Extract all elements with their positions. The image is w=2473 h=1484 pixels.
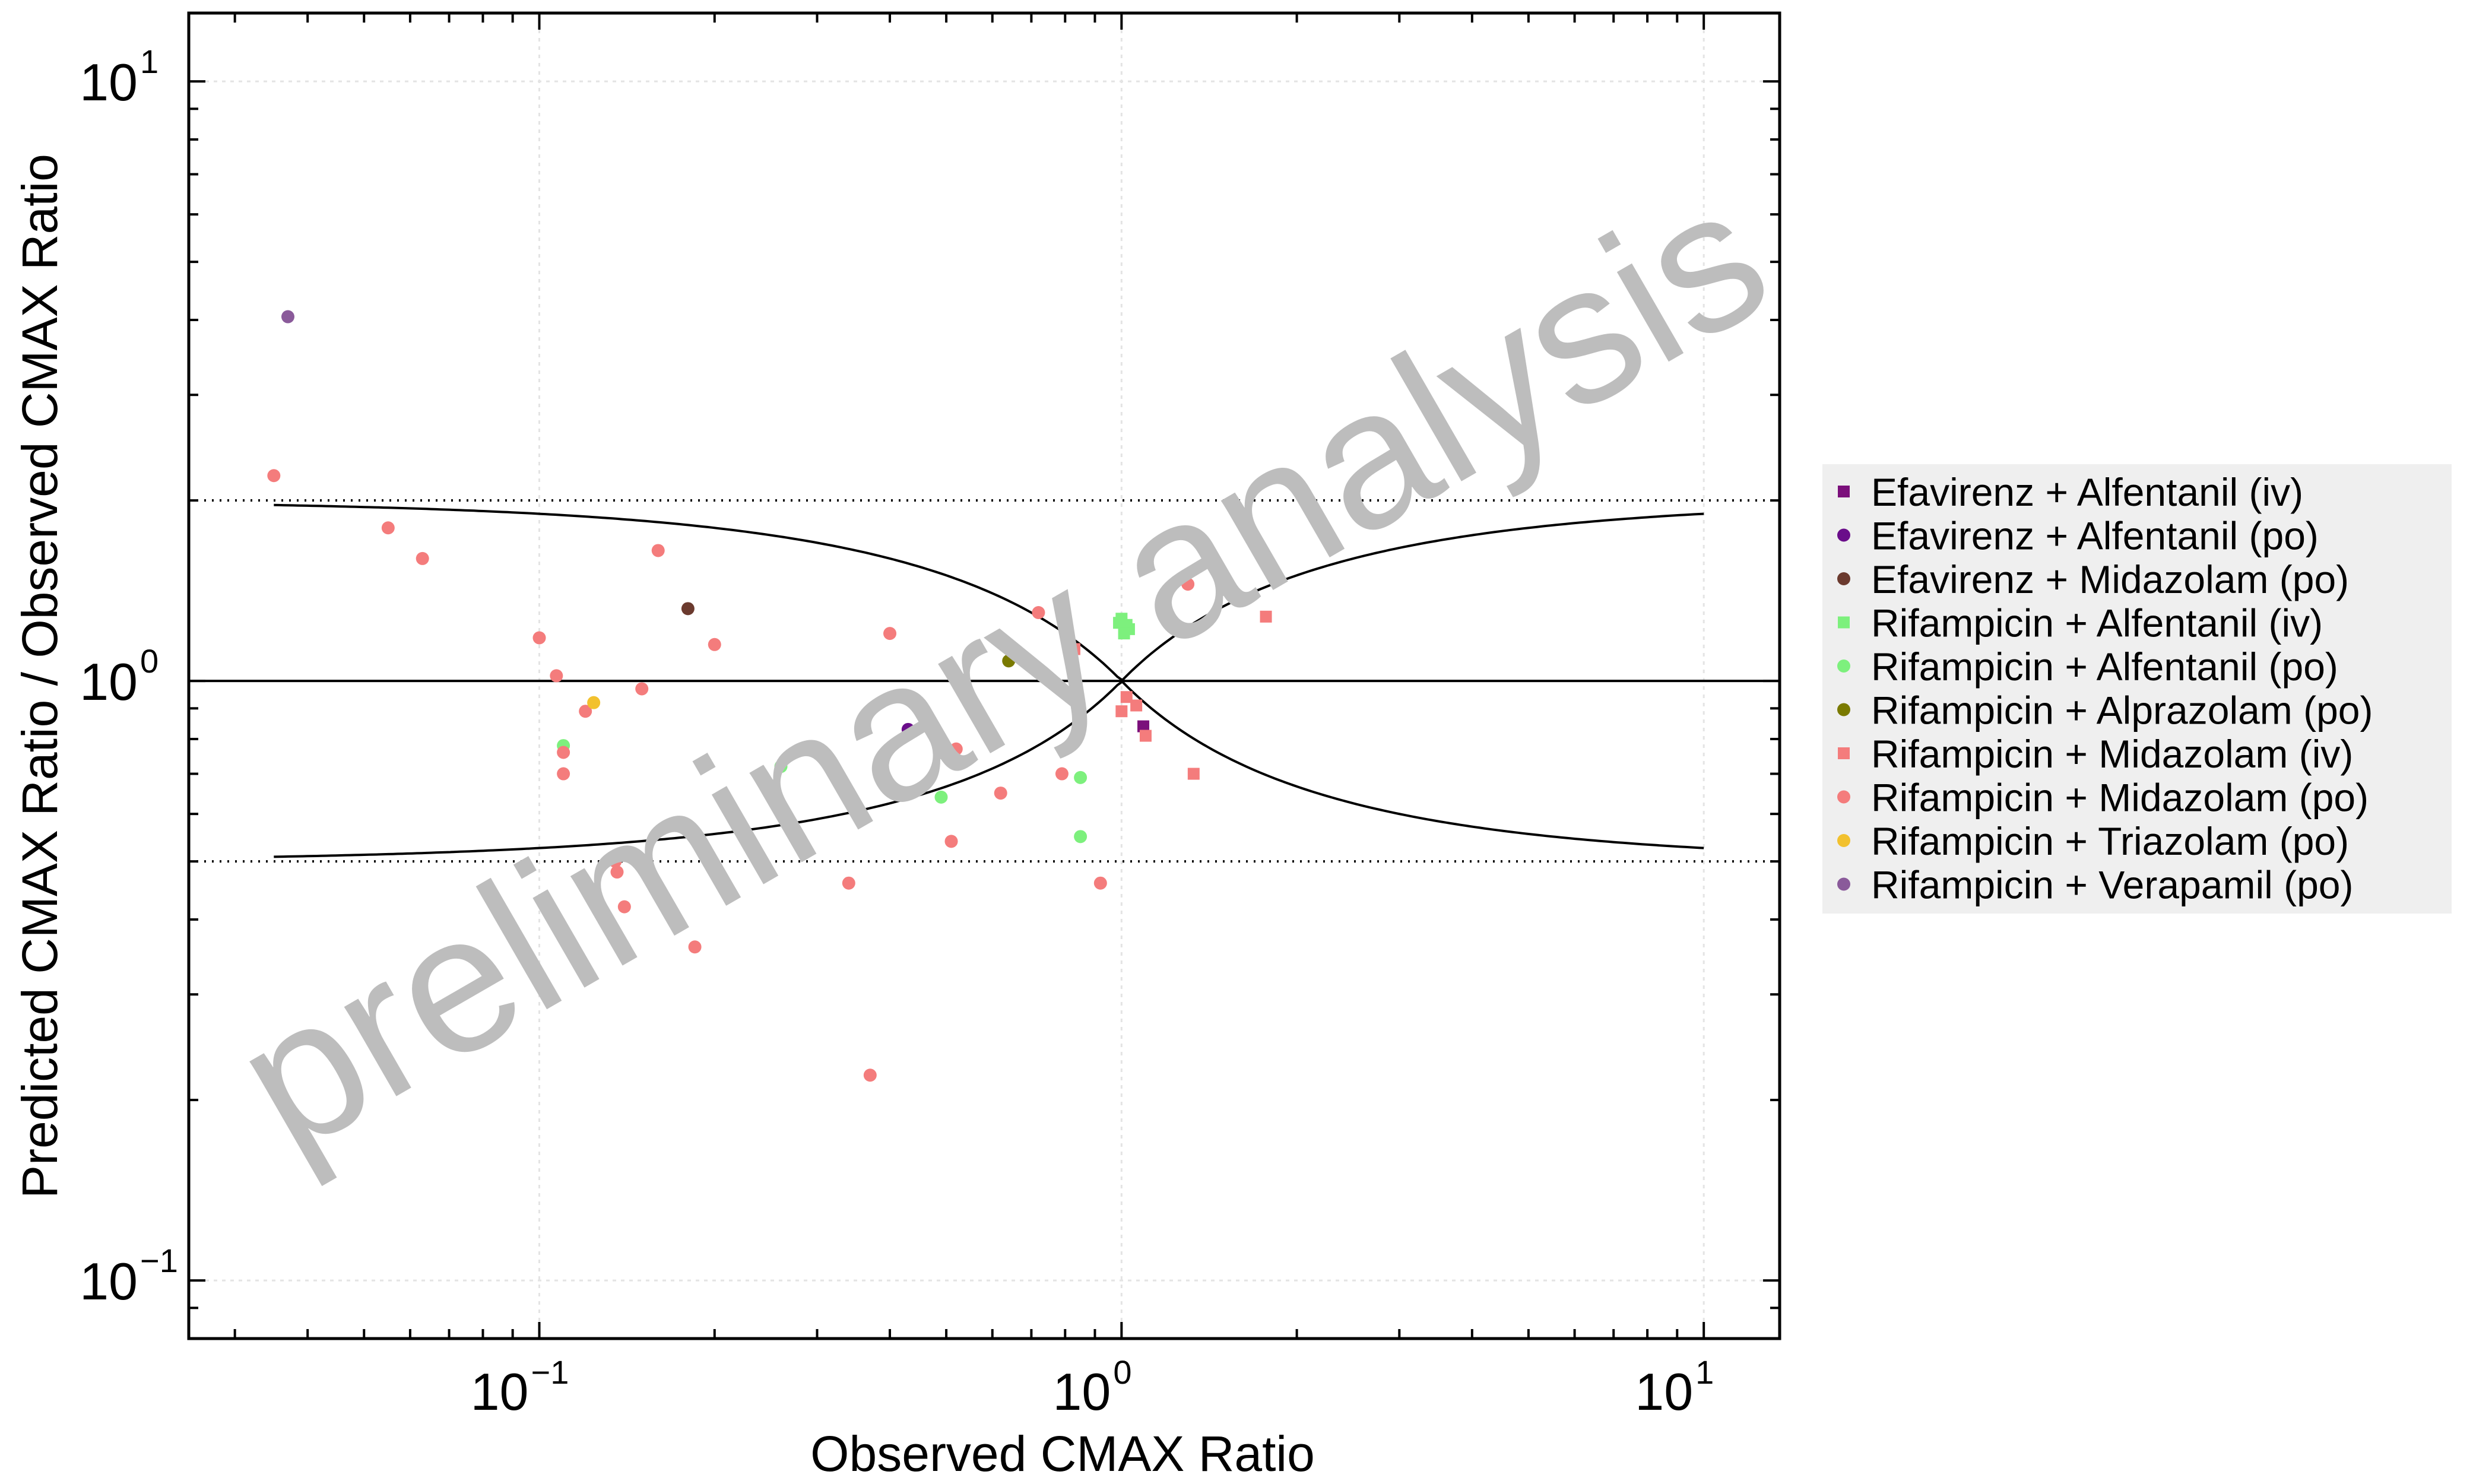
data-point bbox=[1068, 643, 1080, 655]
data-point bbox=[774, 760, 788, 773]
data-point bbox=[1002, 654, 1016, 668]
legend-marker bbox=[1837, 877, 1850, 891]
data-point bbox=[1074, 770, 1088, 784]
data-point bbox=[557, 746, 570, 759]
data-point bbox=[949, 742, 963, 756]
legend-entry-label: Rifampicin + Midazolam (iv) bbox=[1871, 732, 2353, 776]
x-tick-label-exponent: 1 bbox=[1695, 1353, 1714, 1391]
x-tick-label-exponent: 0 bbox=[1113, 1353, 1131, 1391]
data-point bbox=[883, 627, 897, 640]
legend-marker bbox=[1837, 703, 1850, 716]
data-point bbox=[1260, 610, 1272, 623]
axis-ticks: 10 −1 10 0 10 110 −110 010 1 bbox=[80, 13, 1780, 1421]
legend-entry-label: Rifampicin + Alfentanil (po) bbox=[1871, 645, 2338, 689]
legend-marker bbox=[1837, 659, 1850, 673]
data-point bbox=[608, 855, 622, 868]
data-point bbox=[681, 602, 695, 616]
data-point bbox=[863, 1068, 877, 1082]
y-axis-title: Predicted CMAX Ratio / Observed CMAX Rat… bbox=[12, 154, 68, 1198]
data-point bbox=[994, 787, 1007, 800]
legend-entry-label: Efavirenz + Alfentanil (iv) bbox=[1871, 470, 2303, 514]
data-points bbox=[267, 310, 1272, 1082]
x-tick-label-exponent: −1 bbox=[531, 1353, 569, 1391]
x-tick-label: 10 bbox=[471, 1362, 529, 1421]
data-point bbox=[842, 876, 855, 890]
data-point bbox=[1139, 730, 1152, 742]
y-tick-label-exponent: 0 bbox=[140, 642, 158, 680]
data-point bbox=[610, 865, 624, 879]
legend-entry-label: Rifampicin + Alfentanil (iv) bbox=[1871, 601, 2323, 645]
data-point bbox=[267, 469, 281, 483]
data-point bbox=[1187, 768, 1200, 780]
data-point bbox=[1115, 705, 1128, 718]
data-point bbox=[1113, 617, 1125, 629]
plot-frame bbox=[187, 11, 1781, 1340]
legend-marker bbox=[1837, 572, 1850, 585]
data-point bbox=[1137, 720, 1150, 733]
guest-limit-lower bbox=[274, 680, 1704, 858]
watermark: preliminary analysis bbox=[201, 144, 1801, 1194]
legend-background bbox=[1822, 464, 2452, 914]
data-point bbox=[617, 900, 631, 914]
data-point bbox=[901, 722, 915, 736]
data-point bbox=[708, 638, 721, 651]
legend-marker bbox=[1838, 747, 1850, 759]
data-point bbox=[1093, 876, 1107, 890]
data-point bbox=[416, 551, 429, 565]
legend-marker bbox=[1838, 486, 1850, 497]
legend-entry-label: Rifampicin + Verapamil (po) bbox=[1871, 863, 2354, 907]
legend-marker bbox=[1837, 790, 1850, 804]
data-point bbox=[1055, 767, 1069, 781]
data-point bbox=[1130, 699, 1143, 712]
data-point bbox=[579, 705, 592, 718]
data-point bbox=[635, 682, 649, 696]
legend-marker bbox=[1837, 834, 1850, 847]
y-tick-label-exponent: 1 bbox=[140, 43, 158, 80]
data-point bbox=[557, 767, 570, 781]
data-point bbox=[532, 631, 546, 645]
data-point bbox=[1074, 830, 1088, 844]
y-tick-label: 10 bbox=[80, 652, 138, 711]
data-point bbox=[381, 521, 395, 535]
legend-entry-label: Efavirenz + Midazolam (po) bbox=[1871, 557, 2349, 601]
plot-border bbox=[187, 11, 1781, 1340]
x-tick-label: 10 bbox=[1635, 1362, 1693, 1421]
legend-entry-label: Rifampicin + Midazolam (po) bbox=[1871, 776, 2369, 820]
data-point bbox=[550, 669, 563, 683]
legend: Efavirenz + Alfentanil (iv)Efavirenz + A… bbox=[1822, 464, 2452, 914]
data-point bbox=[688, 940, 702, 954]
y-tick-label-exponent: −1 bbox=[140, 1242, 178, 1279]
x-tick-label: 10 bbox=[1052, 1362, 1111, 1421]
data-point bbox=[587, 696, 601, 709]
y-tick-label: 10 bbox=[80, 1252, 138, 1311]
legend-marker bbox=[1838, 616, 1850, 629]
data-point bbox=[1032, 606, 1045, 620]
y-tick-label: 10 bbox=[80, 53, 138, 112]
reference-lines bbox=[189, 499, 1780, 863]
data-point bbox=[651, 544, 665, 557]
legend-entry-label: Rifampicin + Triazolam (po) bbox=[1871, 819, 2349, 863]
data-point bbox=[1118, 627, 1130, 640]
data-point bbox=[1181, 578, 1195, 591]
data-point bbox=[281, 310, 294, 324]
data-point bbox=[1120, 691, 1133, 703]
guest-limit-upper bbox=[274, 503, 1704, 682]
x-axis-title: Observed CMAX Ratio bbox=[810, 1426, 1315, 1482]
legend-entry-label: Efavirenz + Alfentanil (po) bbox=[1871, 514, 2319, 558]
legend-entry-label: Rifampicin + Alprazolam (po) bbox=[1871, 689, 2373, 733]
data-point bbox=[934, 790, 948, 804]
data-point bbox=[944, 835, 958, 848]
legend-marker bbox=[1837, 528, 1850, 542]
